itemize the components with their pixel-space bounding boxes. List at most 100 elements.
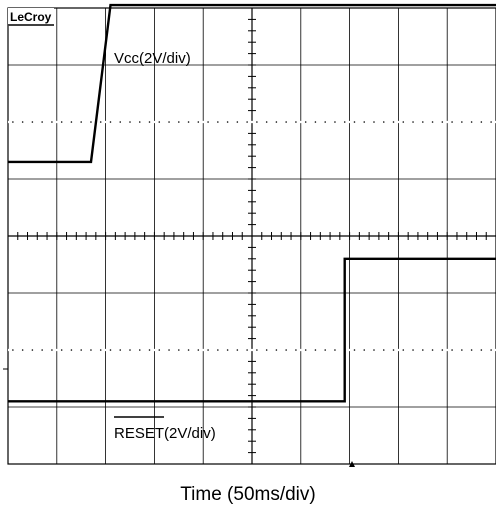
grid-dot bbox=[470, 349, 473, 351]
grid-dot bbox=[441, 349, 444, 351]
grid-dot bbox=[285, 121, 287, 123]
grid-dot bbox=[158, 349, 161, 351]
grid-dot bbox=[207, 349, 209, 351]
grid-dot bbox=[226, 349, 229, 351]
grid-dot bbox=[324, 121, 327, 123]
grid-dot bbox=[412, 349, 414, 351]
grid-dot bbox=[21, 121, 24, 123]
grid-dot bbox=[490, 121, 492, 123]
grid-dot bbox=[382, 349, 385, 351]
time-axis-caption: Time (50ms/div) bbox=[180, 484, 316, 505]
graticule bbox=[7, 7, 496, 465]
grid-dot bbox=[41, 121, 43, 123]
grid-dot bbox=[51, 121, 53, 123]
grid-dot bbox=[80, 121, 82, 123]
grid-dot bbox=[138, 121, 141, 123]
grid-dot bbox=[422, 349, 424, 351]
grid-dot bbox=[373, 349, 375, 351]
grid-dot bbox=[451, 121, 453, 123]
grid-dot bbox=[51, 349, 53, 351]
grid-dot bbox=[99, 349, 102, 351]
grid-dot bbox=[334, 349, 336, 351]
grid-dot bbox=[12, 121, 14, 123]
grid-dot bbox=[70, 349, 73, 351]
brand-box bbox=[8, 8, 54, 26]
grid-dot bbox=[295, 349, 297, 351]
grid-dot bbox=[353, 349, 356, 351]
grid-dot bbox=[314, 121, 317, 123]
grid-dot bbox=[109, 349, 112, 351]
grid-dot bbox=[461, 121, 463, 123]
grid-dot bbox=[265, 121, 268, 123]
grid-dot bbox=[90, 121, 92, 123]
grid-dot bbox=[470, 121, 473, 123]
grid-dot bbox=[187, 349, 190, 351]
grid-dot bbox=[158, 121, 161, 123]
grid-dot bbox=[148, 121, 151, 123]
grid-dot bbox=[422, 121, 424, 123]
grid-dot bbox=[217, 349, 219, 351]
grid-dot bbox=[353, 121, 356, 123]
grid-dot bbox=[119, 121, 122, 123]
grid-dot bbox=[178, 349, 180, 351]
grid-dot bbox=[31, 121, 34, 123]
grid-dot bbox=[178, 121, 180, 123]
grid-dot bbox=[187, 121, 190, 123]
grid-dot bbox=[304, 349, 307, 351]
grid-dot bbox=[119, 349, 122, 351]
grid-dot bbox=[392, 349, 395, 351]
grid-dot bbox=[402, 349, 405, 351]
grid-dot bbox=[80, 349, 82, 351]
grid-dot bbox=[168, 349, 170, 351]
grid-dot bbox=[363, 349, 366, 351]
grid-dot bbox=[392, 121, 395, 123]
grid-dot bbox=[246, 349, 248, 351]
grid-dot bbox=[256, 349, 258, 351]
grid-dot bbox=[21, 349, 24, 351]
grid-dot bbox=[168, 121, 170, 123]
grid-dot bbox=[285, 349, 287, 351]
grid-dot bbox=[217, 121, 219, 123]
grid-dot bbox=[295, 121, 297, 123]
grid-dot bbox=[31, 349, 34, 351]
grid-dot bbox=[363, 121, 366, 123]
grid-dot bbox=[70, 121, 73, 123]
reset-trace bbox=[8, 257, 496, 403]
vcc-trace bbox=[8, 3, 496, 164]
grid-dot bbox=[236, 121, 239, 123]
grid-dot bbox=[12, 349, 14, 351]
grid-dot bbox=[275, 349, 278, 351]
grid-dot bbox=[402, 121, 405, 123]
grid-dot bbox=[90, 349, 92, 351]
grid-dot bbox=[343, 121, 346, 123]
grid-dot bbox=[412, 121, 414, 123]
grid-dot bbox=[246, 121, 248, 123]
grid-dot bbox=[334, 121, 336, 123]
grid-dot bbox=[129, 349, 131, 351]
grid-dot bbox=[265, 349, 268, 351]
grid-dot bbox=[480, 349, 483, 351]
traces bbox=[8, 3, 496, 403]
grid-dot bbox=[461, 349, 463, 351]
grid-dot bbox=[431, 349, 434, 351]
grid-dot bbox=[275, 121, 278, 123]
vcc-trace-label: Vcc(2V/div) bbox=[114, 50, 191, 67]
grid-dot bbox=[451, 349, 453, 351]
grid-dot bbox=[41, 349, 43, 351]
grid-dot bbox=[236, 349, 239, 351]
grid-dot bbox=[480, 121, 483, 123]
brand-logo: LeCroy bbox=[10, 10, 52, 24]
grid-dot bbox=[197, 349, 200, 351]
grid-dot bbox=[226, 121, 229, 123]
grid-dot bbox=[431, 121, 434, 123]
reset-trace-label: RESET(2V/div) bbox=[114, 425, 216, 442]
grid-dot bbox=[441, 121, 444, 123]
grid-dot bbox=[490, 349, 492, 351]
grid-dot bbox=[197, 121, 200, 123]
grid-dot bbox=[148, 349, 151, 351]
grid-dot bbox=[324, 349, 327, 351]
grid-dot bbox=[60, 121, 63, 123]
grid-dot bbox=[304, 121, 307, 123]
grid-dot bbox=[314, 349, 317, 351]
